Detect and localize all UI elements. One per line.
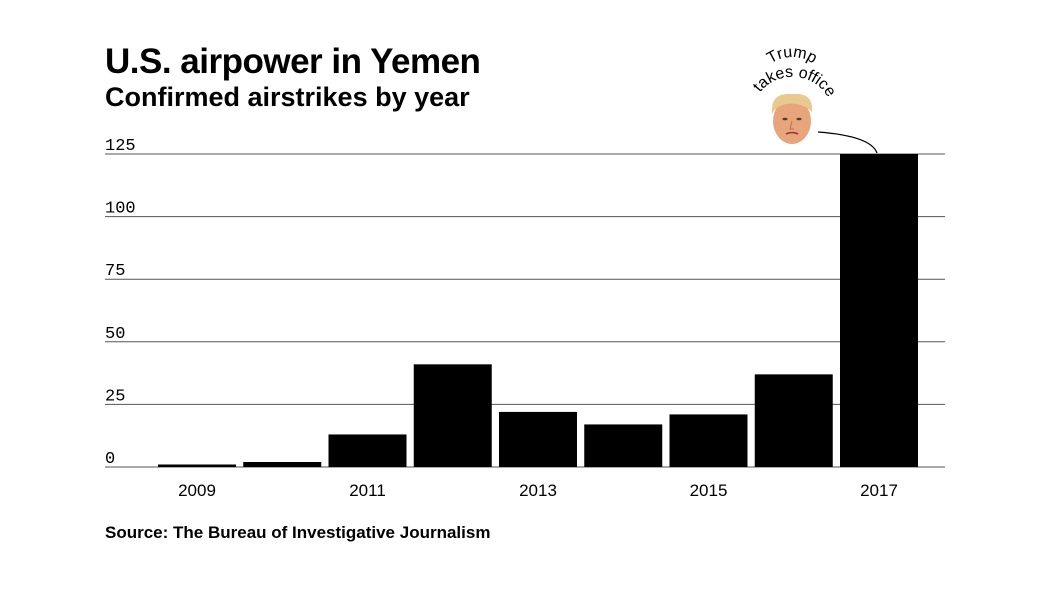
- bar-2011: [328, 434, 407, 467]
- bar-2009: [158, 464, 236, 467]
- x-tick-label: 2009: [178, 481, 216, 500]
- bar-2010: [243, 461, 322, 467]
- y-tick-label: 100: [105, 200, 136, 219]
- bar-2013: [499, 411, 577, 467]
- chart-subtitle: Confirmed airstrikes by year: [105, 82, 470, 112]
- x-tick-label: 2017: [860, 481, 898, 500]
- bar-2015: [669, 414, 748, 467]
- x-axis-tick-labels: 2009 2011 2013 2015 2017: [178, 481, 898, 500]
- x-tick-label: 2015: [690, 481, 728, 500]
- y-tick-label: 75: [105, 262, 125, 281]
- bar-2012: [413, 364, 492, 467]
- y-tick-label: 0: [105, 450, 115, 469]
- source-note: Source: The Bureau of Investigative Jour…: [105, 523, 491, 542]
- annotation-leader-line: [817, 131, 878, 154]
- y-tick-label: 25: [105, 387, 125, 406]
- y-tick-label: 50: [105, 325, 125, 344]
- chart-title: U.S. airpower in Yemen: [105, 42, 481, 81]
- y-axis-tick-labels: 0 25 50 75 100 125: [105, 137, 136, 469]
- bar-2016: [754, 374, 833, 467]
- x-tick-label: 2013: [519, 481, 557, 500]
- bar-2017: [840, 154, 918, 467]
- trump-face-icon: [771, 93, 813, 144]
- bar-2014: [584, 424, 663, 467]
- annotation-line-1: Trump: [764, 44, 820, 67]
- bars: [158, 154, 918, 467]
- x-tick-label: 2011: [349, 481, 386, 500]
- y-tick-label: 125: [105, 137, 136, 156]
